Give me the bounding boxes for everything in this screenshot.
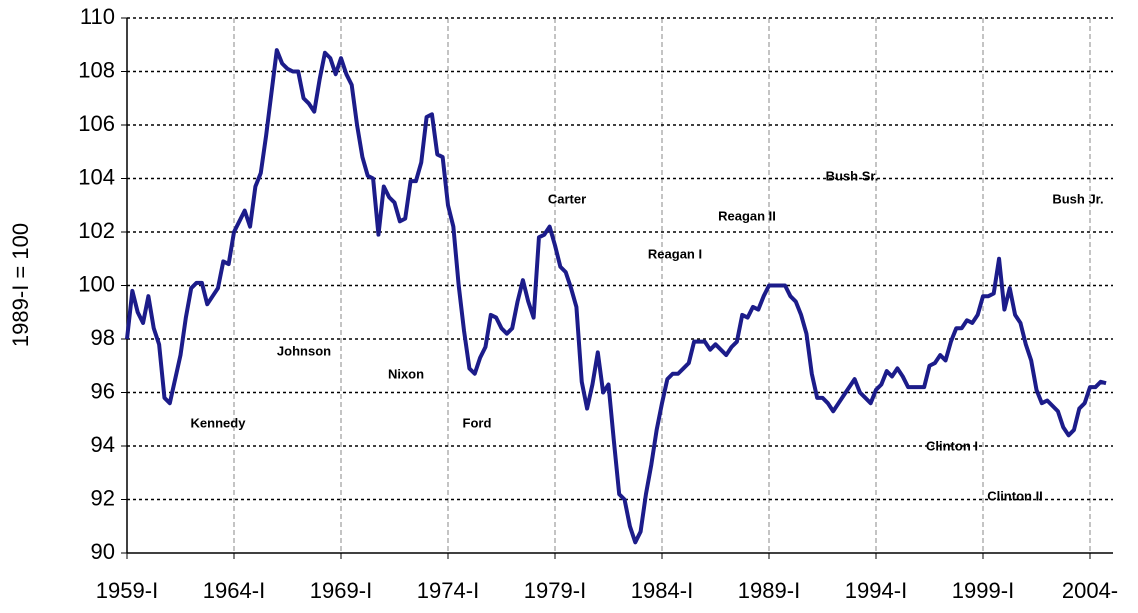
annotation: Ford bbox=[463, 415, 492, 430]
x-tick-label: 2004- bbox=[1062, 578, 1118, 603]
y-tick-label: 104 bbox=[78, 164, 115, 189]
y-tick-label: 90 bbox=[91, 539, 115, 564]
y-tick-label: 96 bbox=[91, 378, 115, 403]
annotation: Nixon bbox=[388, 366, 424, 381]
x-tick-label: 1969-I bbox=[310, 578, 372, 603]
y-tick-label: 94 bbox=[91, 432, 115, 457]
annotation: Clinton II bbox=[987, 488, 1043, 503]
y-tick-label: 106 bbox=[78, 111, 115, 136]
y-tick-label: 92 bbox=[91, 485, 115, 510]
x-tick-label: 1959-I bbox=[96, 578, 158, 603]
annotation: Kennedy bbox=[191, 415, 247, 430]
annotation: Carter bbox=[548, 191, 586, 206]
x-tick-label: 1994-I bbox=[845, 578, 907, 603]
y-tick-label: 100 bbox=[78, 271, 115, 296]
x-tick-label: 1974-I bbox=[417, 578, 479, 603]
annotation: Reagan II bbox=[718, 208, 776, 223]
line bbox=[125, 48, 1107, 545]
x-tick-label: 1984-I bbox=[631, 578, 693, 603]
annotation: Clinton I bbox=[926, 438, 978, 453]
x-tick-label: 1989-I bbox=[738, 578, 800, 603]
y-tick-label: 108 bbox=[78, 57, 115, 82]
y-axis-label: 1989-I = 100 bbox=[8, 223, 33, 347]
y-tick-label: 98 bbox=[91, 325, 115, 350]
annotation: Bush Jr. bbox=[1052, 191, 1103, 206]
x-tick-label: 1979-I bbox=[524, 578, 586, 603]
annotation: Bush Sr. bbox=[826, 168, 879, 183]
x-tick-label: 1999-I bbox=[952, 578, 1014, 603]
x-tick-label: 1964-I bbox=[203, 578, 265, 603]
y-tick-label: 110 bbox=[80, 4, 115, 29]
y-tick-label: 102 bbox=[78, 218, 115, 243]
annotation: Johnson bbox=[277, 343, 331, 358]
annotation: Reagan I bbox=[648, 246, 702, 261]
